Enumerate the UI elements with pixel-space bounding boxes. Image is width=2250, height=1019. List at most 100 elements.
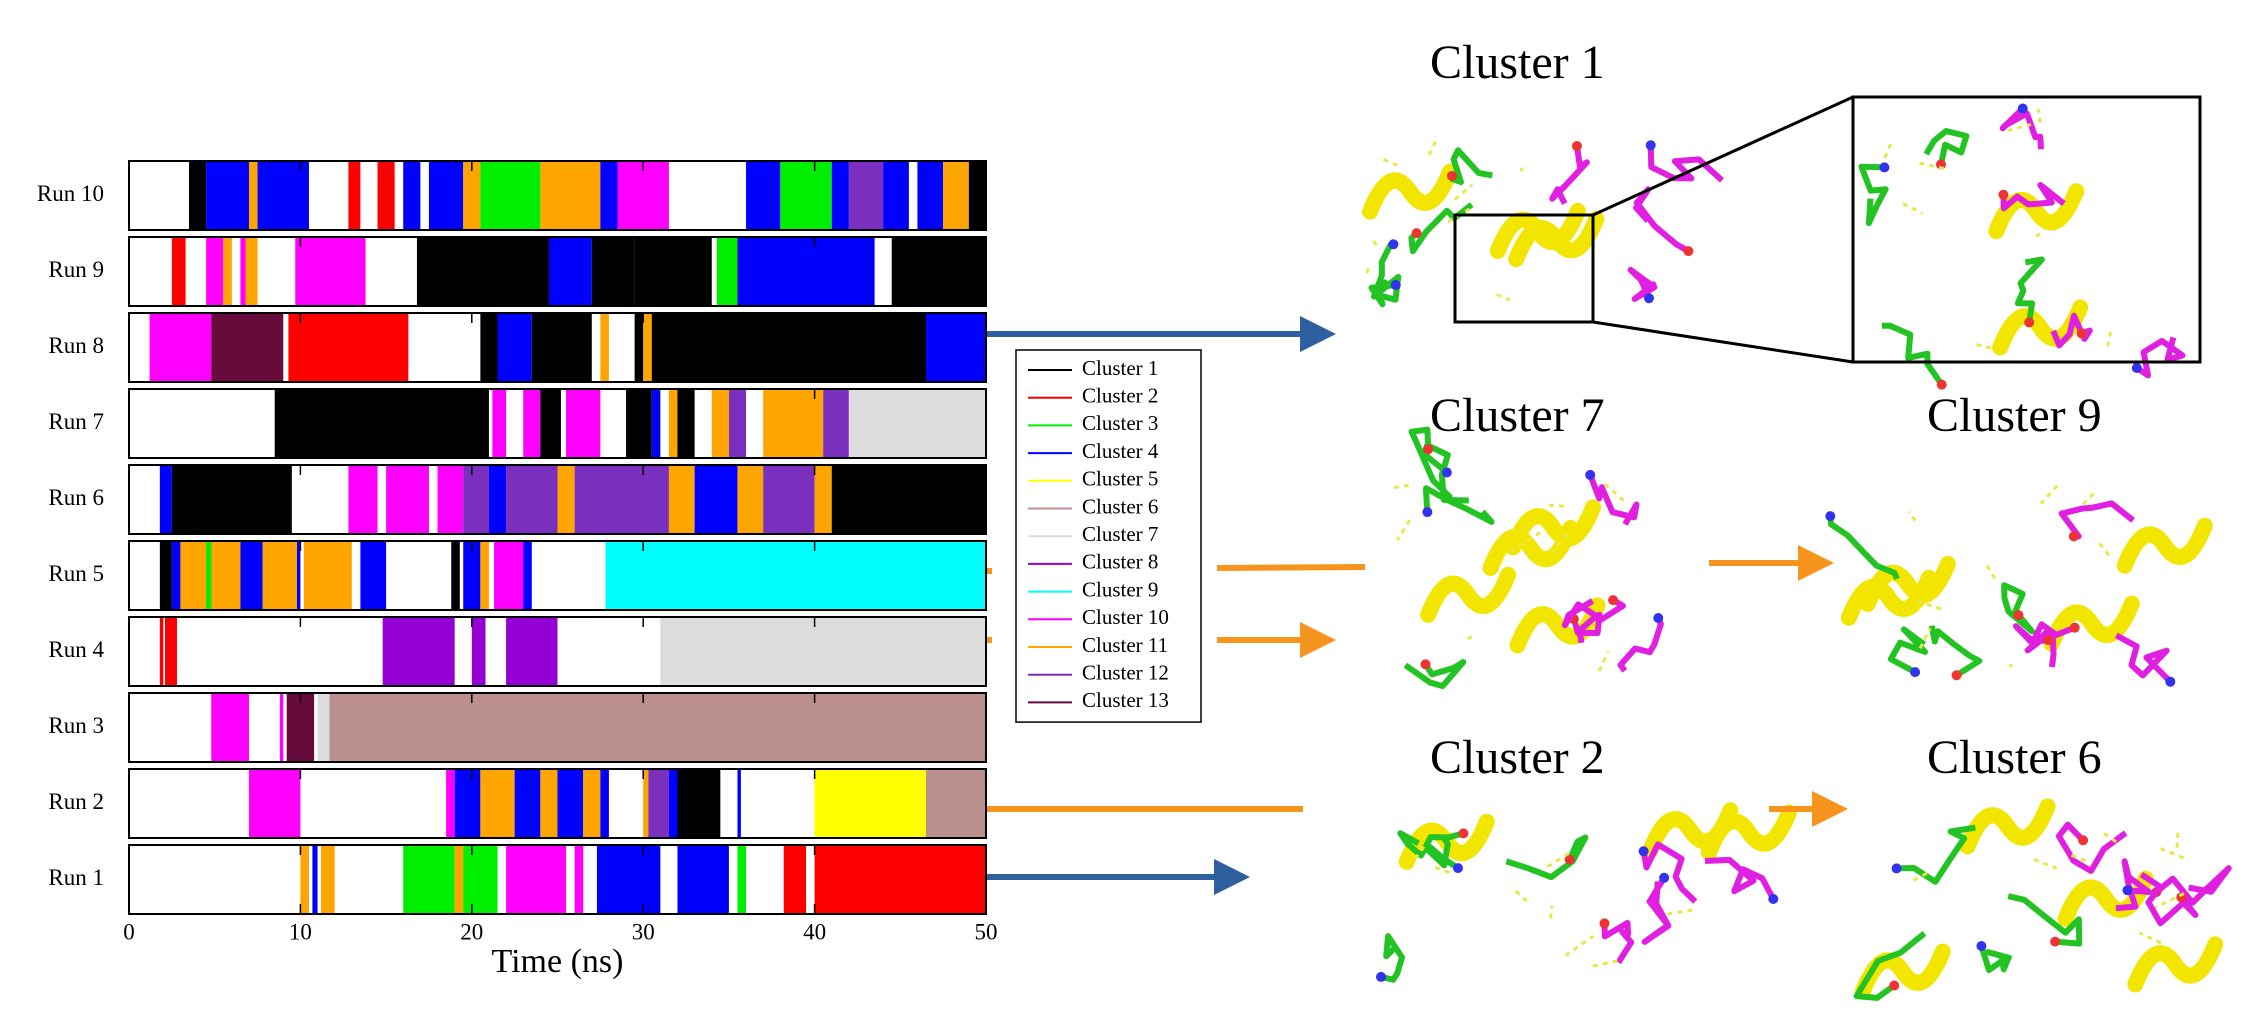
cluster-segment	[172, 465, 292, 534]
cluster-segment	[737, 237, 874, 306]
cluster-segment	[446, 769, 455, 838]
hbond	[1467, 635, 1475, 639]
cluster-segment	[540, 769, 557, 838]
row-label: Run 3	[48, 713, 104, 738]
timeline-chart: Run 1Run 2Run 3Run 4Run 5Run 6Run 7Run 8…	[37, 161, 1201, 980]
cluster-segment	[660, 617, 986, 686]
panel-label: Cluster 2	[1430, 731, 1605, 784]
cluster-segment	[746, 161, 780, 230]
cluster-segment	[677, 389, 694, 458]
cluster-segment	[763, 465, 814, 534]
cluster-segment	[677, 845, 728, 914]
legend-label: Cluster 4	[1082, 439, 1159, 463]
cluster-segment	[480, 769, 514, 838]
cluster-segment	[378, 161, 395, 230]
cluster-segment	[348, 465, 377, 534]
legend-label: Cluster 13	[1082, 688, 1169, 712]
sticks	[1830, 516, 1897, 579]
cluster-segment	[969, 161, 986, 230]
cluster-segment	[403, 845, 454, 914]
cluster-segment	[160, 465, 172, 534]
sticks	[1621, 618, 1661, 671]
cluster-segment	[206, 237, 223, 306]
helix	[2135, 944, 2215, 984]
cluster-segment	[165, 617, 177, 686]
cluster-segment	[669, 389, 678, 458]
cluster-segment	[480, 313, 497, 382]
atom	[1572, 141, 1582, 151]
cluster-segment	[455, 845, 464, 914]
hbond	[1565, 936, 1593, 956]
cluster-segment	[463, 161, 480, 230]
atom	[1453, 863, 1463, 873]
helix	[1968, 806, 2048, 846]
helix	[2125, 526, 2205, 566]
cluster-segment	[312, 845, 317, 914]
atom	[2078, 835, 2088, 845]
atom	[1889, 981, 1899, 991]
atom	[1412, 228, 1422, 238]
cluster-segment	[211, 313, 283, 382]
cluster-segment	[823, 389, 849, 458]
cluster-segment	[403, 161, 420, 230]
cluster-segment	[304, 541, 352, 610]
atom	[1376, 972, 1386, 982]
legend-label: Cluster 10	[1082, 605, 1169, 629]
atom	[1599, 918, 1609, 928]
atom	[2069, 531, 2079, 541]
sticks	[1932, 626, 1980, 676]
hbond	[2177, 833, 2178, 849]
hbond	[1379, 157, 1398, 165]
cluster-segment	[600, 769, 609, 838]
sticks	[2034, 624, 2075, 667]
helix	[1498, 211, 1578, 251]
sticks	[2059, 825, 2126, 871]
x-tick-label: 50	[975, 919, 998, 944]
cluster-segment	[883, 161, 909, 230]
legend-label: Cluster 11	[1082, 633, 1168, 657]
cluster-segment	[763, 389, 823, 458]
cluster-segment	[215, 541, 241, 610]
x-tick-label: 20	[460, 919, 483, 944]
atom	[1952, 670, 1962, 680]
sticks	[1452, 150, 1492, 182]
hbond	[2108, 332, 2111, 347]
cluster-segment	[386, 465, 429, 534]
row-label: Run 1	[48, 865, 104, 890]
cluster-segment	[472, 617, 486, 686]
cluster-segment	[648, 769, 669, 838]
hbond	[1664, 910, 1692, 914]
cluster-segment	[438, 465, 464, 534]
cluster-segment	[330, 693, 986, 762]
legend-label: Cluster 12	[1082, 661, 1169, 685]
legend-label: Cluster 6	[1082, 494, 1158, 518]
hbond	[1883, 144, 1890, 161]
hbond	[1392, 485, 1408, 488]
hbond	[2036, 232, 2043, 237]
x-tick-label: 30	[632, 919, 655, 944]
atom	[1608, 595, 1618, 605]
cluster-segment	[463, 845, 497, 914]
cluster-segment	[383, 617, 455, 686]
cluster-segment	[506, 845, 566, 914]
cluster-segment	[160, 617, 163, 686]
cluster-segment	[892, 237, 986, 306]
hbond	[1373, 240, 1377, 245]
atom	[1825, 511, 1835, 521]
hbond	[1455, 185, 1472, 200]
cluster-segment	[318, 693, 330, 762]
atom	[1423, 444, 1433, 454]
legend-label: Cluster 7	[1082, 522, 1158, 546]
cluster-segment	[677, 769, 720, 838]
cluster-segment	[295, 237, 365, 306]
sticks	[1645, 878, 1669, 942]
sticks	[1981, 946, 2009, 970]
cluster-segment	[695, 465, 738, 534]
row-label: Run 6	[48, 485, 104, 510]
cluster-segment	[492, 389, 506, 458]
hbond	[1549, 505, 1564, 506]
structures	[1365, 104, 2228, 998]
cluster-segment	[280, 693, 283, 762]
hbond	[2041, 486, 2057, 504]
hbond	[1365, 268, 1368, 278]
